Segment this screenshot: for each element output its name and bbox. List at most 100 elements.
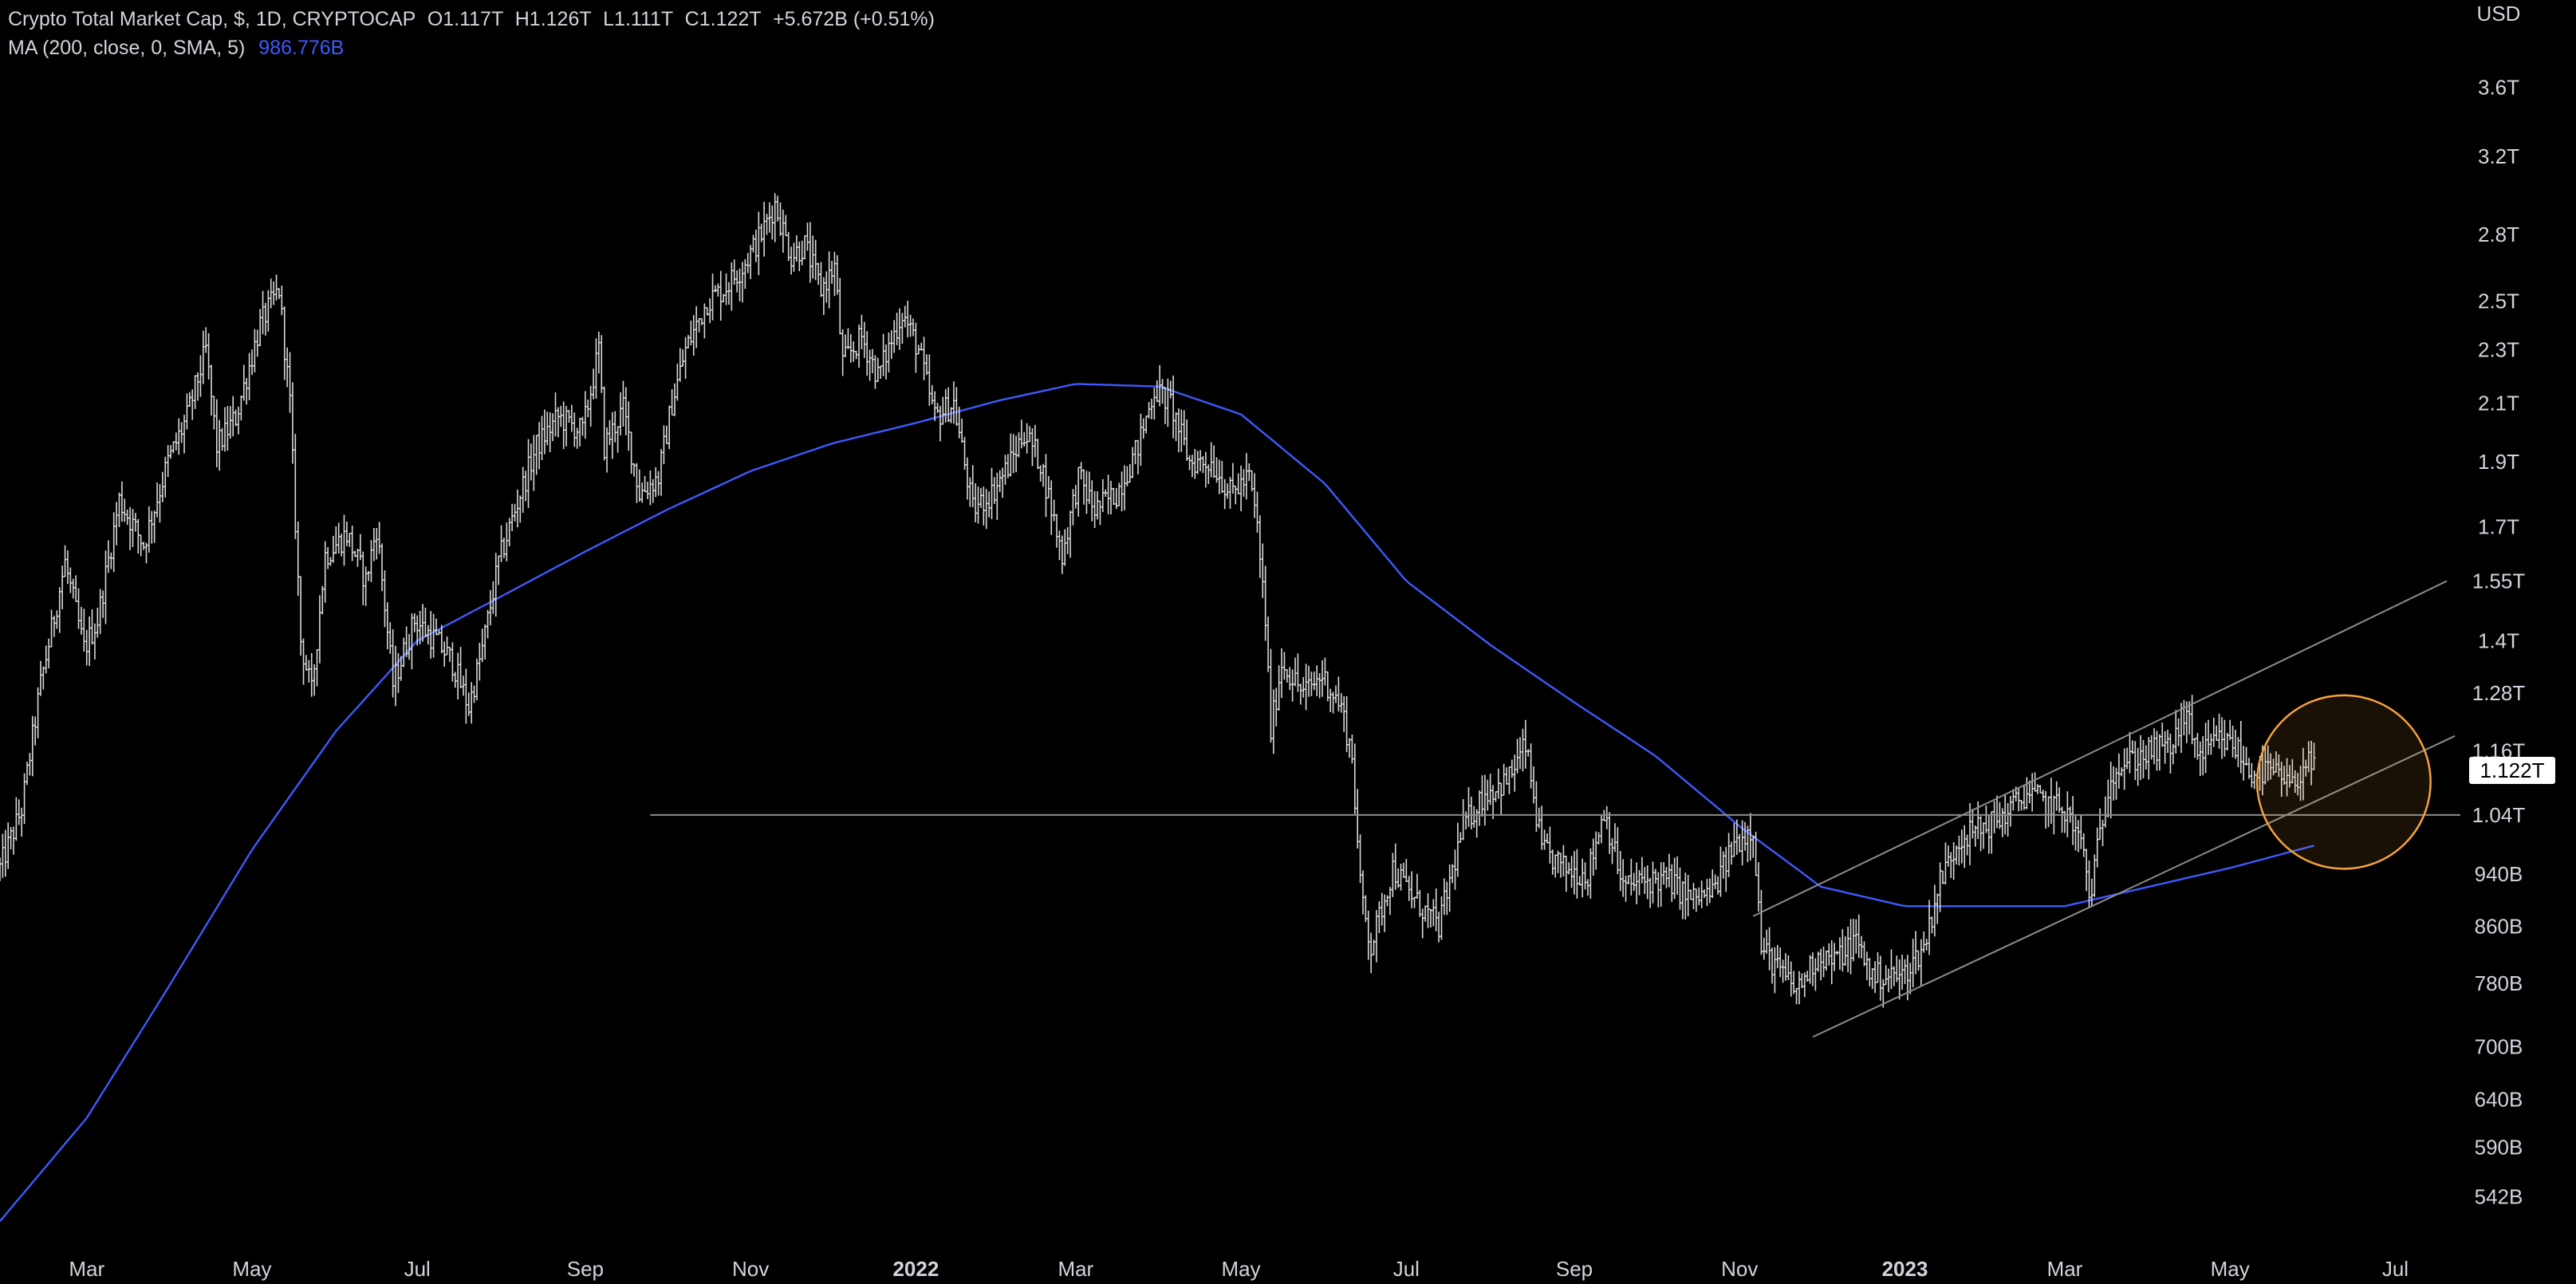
ohlc-bar [1296,653,1300,692]
ohlc-bar [707,298,712,324]
ohlc-bar [1144,416,1148,434]
low-value: L1.111T [603,8,673,30]
ohlc-bar [553,392,557,437]
ohlc-bar [136,518,140,554]
ohlc-bar [1832,943,1837,971]
ohlc-bar [1632,872,1636,892]
ohlc-bar [1556,850,1560,873]
ohlc-bar [1046,475,1051,498]
ohlc-bar [304,655,309,671]
ohlc-bar [1207,464,1211,484]
ohlc-bar [356,549,360,567]
ohlc-bar [1139,413,1143,467]
highlight-circle[interactable] [2255,694,2432,870]
ohlc-bar [337,522,341,553]
ohlc-bar [1537,807,1542,829]
ohlc-bar [2120,767,2124,777]
ohlc-bar [2041,790,2045,802]
ohlc-bar [979,487,983,508]
price-axis-unit[interactable]: USD [2477,2,2521,26]
ohlc-bar [2079,814,2083,849]
ohlc-bar [928,354,932,406]
ohlc-bar [1797,971,1802,1005]
ohlc-bar [114,502,119,546]
ohlc-bar [2030,773,2034,812]
ohlc-bar [174,432,179,451]
ohlc-bar [1924,939,1928,951]
ohlc-bar [2228,719,2232,741]
ohlc-bar [911,318,916,337]
ohlc-bar [1081,469,1086,505]
ohlc-bar [1756,862,1761,912]
ohlc-bar [664,425,669,444]
ohlc-bar [534,435,538,475]
ohlc-bar [187,392,192,408]
ohlc-bar [494,553,498,617]
ohlc-bar [1873,961,1877,994]
ohlc-bar [773,193,777,242]
ohlc-bar [285,347,290,388]
ohlc-bar [1244,453,1249,500]
ohlc-bar [738,268,742,301]
ohlc-bar [1911,939,1915,988]
channel-trend-line[interactable] [1752,580,2448,917]
ohlc-bar [195,372,200,401]
price-axis[interactable]: USD 3.6T 3.2T 2.8T 2.5T 2.3T 2.1T 1.9T 1.7T 1.55T… [2469,2,2555,1209]
price-axis-label: 2.1T [2478,391,2519,415]
indicator-legend-row[interactable]: MA (200, close, 0, SMA, 5) 986.776B [8,33,935,62]
ohlc-bar [905,301,910,337]
ohlc-bar [1694,888,1699,912]
time-axis-label: Jul [404,1257,431,1281]
ohlc-bar [345,521,349,546]
ohlc-bar [96,608,100,638]
ohlc-bar [786,231,790,262]
ohlc-bar [569,404,574,432]
ohlc-bar [713,285,718,293]
symbol-legend-row[interactable]: Crypto Total Market Cap, $, 1D, CRYPTOCA… [8,5,935,33]
ohlc-bar [1174,412,1178,442]
ohlc-bar [1626,875,1631,885]
ohlc-bar [348,533,352,547]
time-axis-label: Jul [1393,1257,1420,1281]
time-axis[interactable]: Mar May Jul Sep Nov 2022 Mar May Jul Sep Nov 2023 Ma… [69,1257,2409,1281]
last-price-tag[interactable]: 1.122T [2469,757,2555,785]
ohlc-bar [199,355,203,397]
ohlc-bar [1407,876,1411,901]
ohlc-bar [1621,859,1625,897]
ohlc-bar [1661,861,1666,885]
ohlc-bar [1247,463,1251,482]
ohlc-bar [1258,515,1262,578]
ohlc-bar [1298,683,1303,705]
ohlc-bar [1231,463,1235,494]
ohlc-bar [2212,718,2216,747]
ohlc-bar [2093,854,2097,897]
ohlc-bar [813,239,817,281]
ohlc-bar [1521,728,1525,772]
ohlc-bar [212,396,216,430]
ohlc-bar [1382,894,1387,932]
channel-trend-line[interactable] [1812,735,2456,1038]
ohlc-bar [1282,652,1286,680]
ohlc-bar [443,641,447,667]
ohlc-bar [1651,861,1655,904]
ma-200-line[interactable] [0,383,2314,1222]
ohlc-bar [683,337,687,379]
ohlc-bar [298,576,303,656]
ohlc-bar [1315,665,1319,696]
ohlc-bar [1325,671,1330,702]
ohlc-bar [1700,880,1704,908]
ohlc-bar [461,675,466,696]
ohlc-bar [1781,959,1785,983]
ohlc-bar [1440,896,1444,940]
ohlc-bar [2152,728,2157,765]
ohlc-bar [1329,688,1333,712]
ohlc-bar [364,566,368,606]
ohlc-bar [1475,809,1479,838]
ohlc-bar [71,578,75,599]
ohlc-bar [635,463,639,503]
ohlc-bar [1269,648,1273,743]
ohlc-bar [3,829,7,877]
ohlc-bar [2155,731,2159,771]
ohlc-bar [1163,387,1168,424]
